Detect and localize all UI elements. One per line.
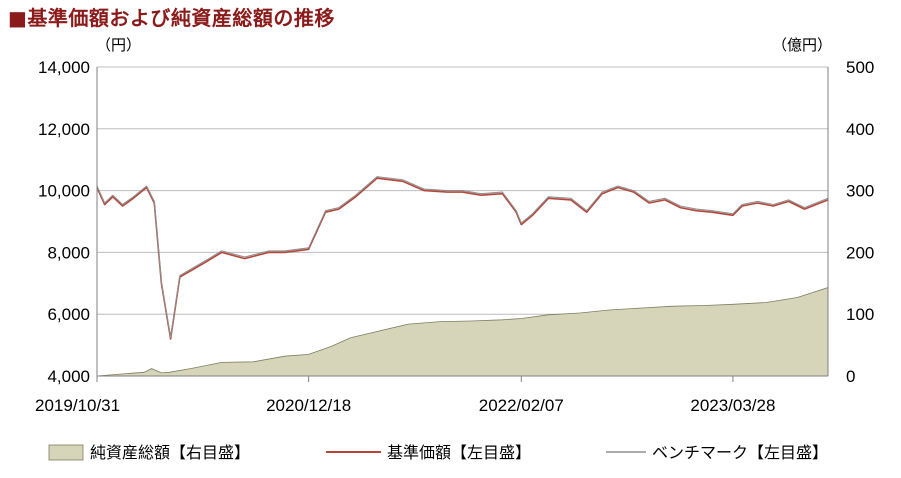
legend: 純資産総額【右目盛】 基準価額【左目盛】 ベンチマーク【左目盛】 — [48, 443, 828, 462]
left-tick-label: 10,000 — [38, 182, 90, 201]
axes — [96, 67, 829, 382]
left-tick-label: 8,000 — [47, 243, 90, 262]
left-tick-label: 6,000 — [47, 305, 90, 324]
net-assets-area — [96, 287, 829, 377]
legend-label-net-assets: 純資産総額【右目盛】 — [90, 443, 250, 462]
x-axis-tick-labels: 2019/10/31 2020/12/18 2022/02/07 2023/03/28 — [35, 396, 775, 415]
right-tick-label: 400 — [846, 120, 874, 139]
left-tick-label: 12,000 — [38, 120, 90, 139]
x-tick-label: 2020/12/18 — [266, 396, 351, 415]
right-axis-tick-labels: 0 100 200 300 400 500 — [846, 58, 874, 386]
left-axis-tick-labels: 4,000 6,000 8,000 10,000 12,000 14,000 — [38, 58, 90, 386]
x-tick-label: 2019/10/31 — [35, 396, 120, 415]
left-axis-unit: （円） — [96, 36, 141, 54]
right-tick-label: 300 — [846, 182, 874, 201]
right-tick-label: 200 — [846, 243, 874, 262]
right-tick-label: 0 — [846, 367, 855, 386]
right-tick-label: 100 — [846, 305, 874, 324]
net-assets-area-layer — [96, 287, 829, 377]
price-lines-layer — [96, 176, 829, 340]
chart-title: ■基準価額および純資産総額の推移 — [8, 6, 335, 30]
benchmark-line — [96, 176, 829, 338]
x-tick-label: 2023/03/28 — [690, 396, 775, 415]
legend-swatch-net-assets — [48, 444, 84, 461]
left-tick-label: 4,000 — [47, 367, 90, 386]
left-tick-label: 14,000 — [38, 58, 90, 77]
x-tick-label: 2022/02/07 — [479, 396, 564, 415]
legend-label-nav: 基準価額【左目盛】 — [387, 443, 531, 462]
legend-label-benchmark: ベンチマーク【左目盛】 — [652, 443, 828, 462]
right-tick-label: 500 — [846, 58, 874, 77]
right-axis-unit: （億円） — [772, 36, 832, 54]
